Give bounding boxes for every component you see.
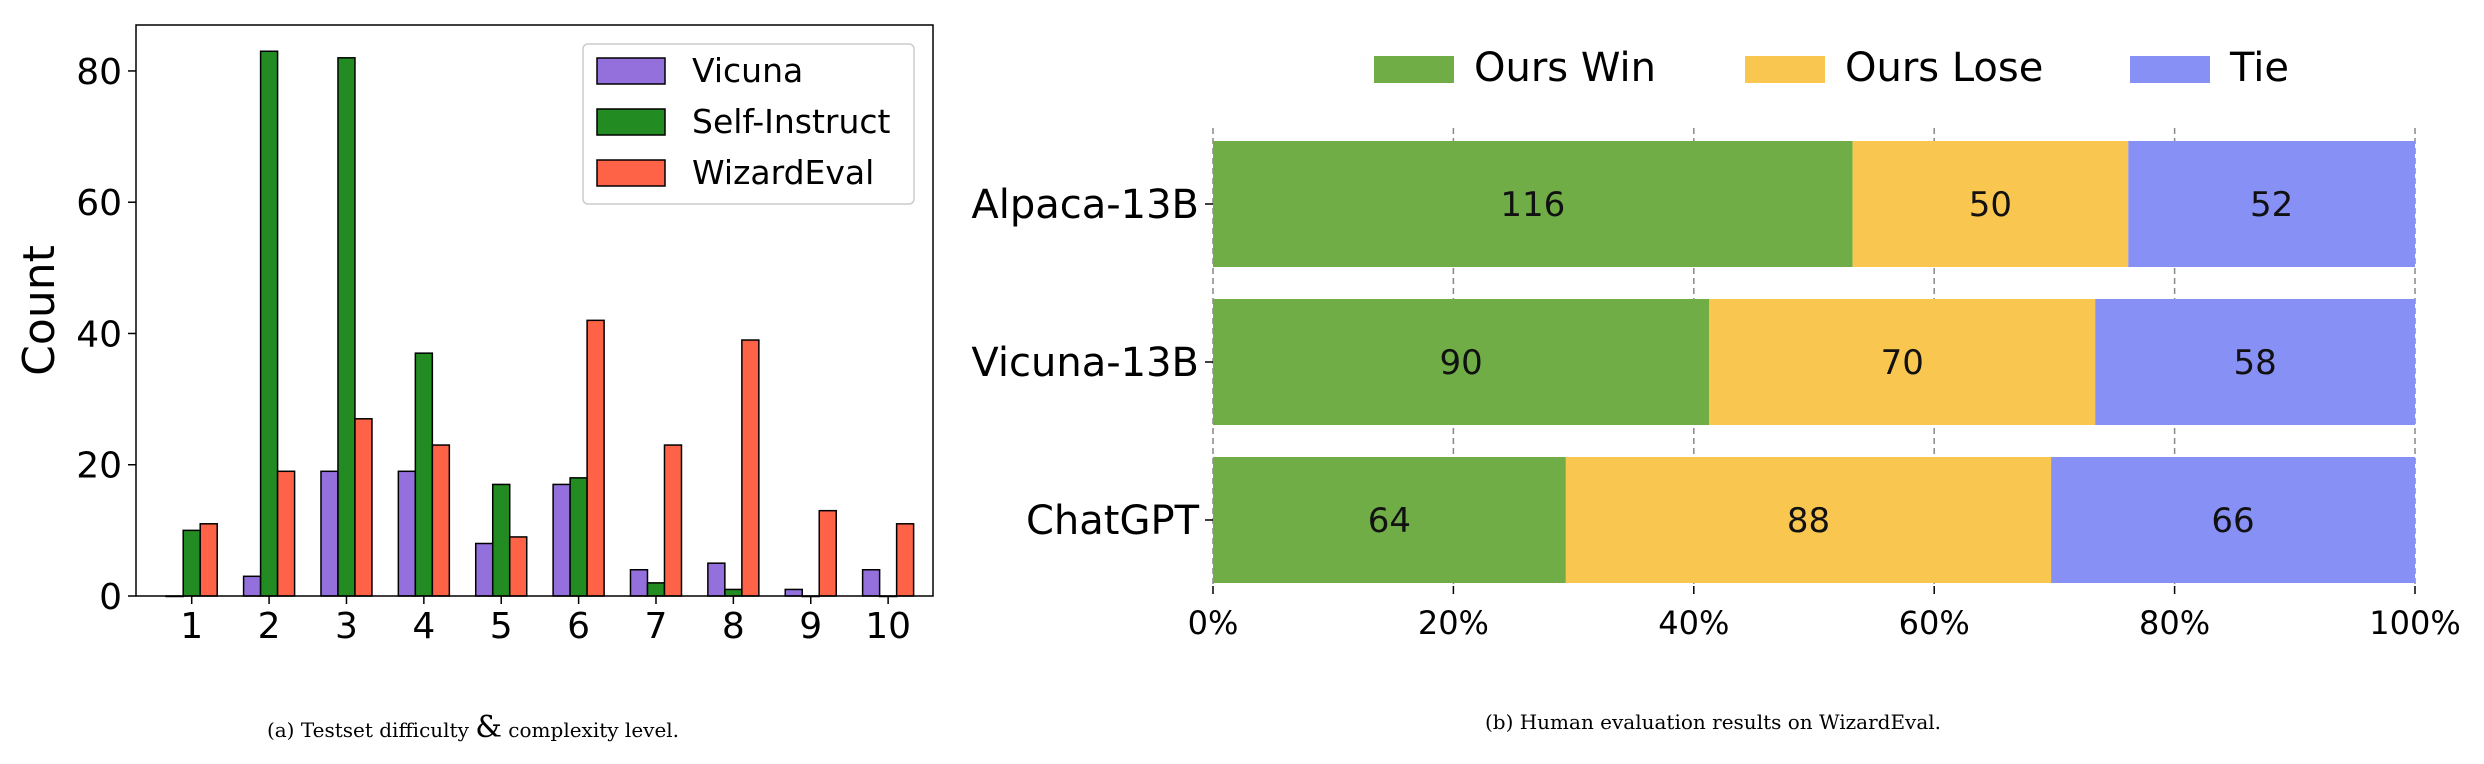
bar-self-instruct-5: [491, 483, 511, 597]
x-tick-label: 7: [645, 606, 668, 647]
bar-wizardeval-4: [431, 444, 451, 597]
bar-vicuna-10: [861, 568, 881, 597]
legend-swatch-tie: [2130, 56, 2210, 83]
legend-swatch-ours-win: [1374, 56, 1454, 83]
x-tick-label: 80%: [2139, 604, 2210, 642]
bar-vicuna-13b-tie: [2095, 299, 2415, 425]
bar-wizardeval-6: [586, 319, 605, 597]
legend-label-ours-lose: Ours Lose: [1845, 45, 2043, 91]
bar-chatgpt-tie: [2051, 457, 2415, 583]
plot-frame: [135, 24, 934, 597]
caption-a-prefix: (a) Testset difficulty: [266, 718, 476, 742]
bar-self-instruct-6: [569, 477, 588, 597]
bar-vicuna-6: [552, 483, 571, 597]
bar-vicuna-4: [397, 470, 417, 597]
y-tick-label: Vicuna-13B: [971, 340, 1199, 386]
data-label-chatgpt-tie: 66: [2211, 501, 2254, 541]
data-label-vicuna-13b-tie: 58: [2233, 343, 2276, 383]
bar-vicuna-13b-ours-win: [1213, 299, 1710, 425]
x-tick-label: 8: [722, 606, 745, 647]
x-tick-label: 9: [799, 606, 822, 647]
x-tick-label: 0%: [1188, 604, 1239, 642]
data-label-vicuna-13b-ours-lose: 70: [1881, 343, 1924, 383]
bar-wizardeval-9: [818, 509, 837, 597]
human-eval-chart: 116 50 52 Alpaca-13B 90 70 58 Vicuna-13B 64 88 66 C…: [971, 45, 2460, 642]
bar-vicuna-8: [707, 562, 726, 597]
legend-label-self-instruct: Self-Instruct: [692, 102, 891, 141]
bar-vicuna-9: [784, 588, 803, 597]
human-eval-chart-panel: 116 50 52 Alpaca-13B 90 70 58 Vicuna-13B 64 88 66 C…: [950, 0, 2484, 764]
x-tick-label: 5: [490, 606, 513, 647]
caption-a-amp: &: [475, 710, 502, 745]
x-tick-label: 1: [180, 606, 203, 647]
bar-self-instruct-7: [646, 582, 666, 597]
bar-wizardeval-5: [508, 536, 528, 597]
data-label-vicuna-13b-ours-win: 90: [1439, 343, 1482, 383]
data-label-alpaca-13b-tie: 52: [2250, 185, 2293, 225]
bar-vicuna-2: [242, 575, 262, 597]
bar-self-instruct-1: [182, 529, 201, 597]
bar-wizardeval-10: [895, 523, 915, 597]
x-tick-label: 4: [412, 606, 435, 647]
y-axis-label: Count: [14, 245, 65, 376]
legend-swatch-vicuna: [596, 57, 666, 85]
data-label-alpaca-13b-ours-win: 116: [1500, 185, 1565, 225]
bar-wizardeval-3: [354, 418, 373, 597]
bar-alpaca-13b-ours-win: [1213, 141, 1853, 267]
x-tick-label: 2: [258, 606, 281, 647]
data-label-alpaca-13b-ours-lose: 50: [1969, 185, 2012, 225]
bar-wizardeval-8: [741, 339, 760, 597]
x-tick-label: 100%: [2369, 604, 2460, 642]
bar-wizardeval-7: [663, 444, 683, 597]
y-tick-label: ChatGPT: [1026, 498, 1200, 544]
bar-self-instruct-3: [337, 57, 356, 597]
legend-label-wizardeval: WizardEval: [692, 153, 874, 192]
legend-swatch-self-instruct: [596, 108, 666, 136]
legend-label-ours-win: Ours Win: [1474, 45, 1656, 91]
x-tick-label: 10: [865, 606, 911, 647]
legend-swatch-wizardeval: [596, 159, 666, 187]
bar-self-instruct-2: [259, 50, 279, 597]
legend-swatch-ours-lose: [1745, 56, 1825, 83]
bar-vicuna-3: [320, 470, 339, 597]
caption-b: (b) Human evaluation results on WizardEv…: [1484, 710, 1942, 734]
y-tick-label: 40: [76, 314, 122, 355]
difficulty-chart: 0 20 40 60 80 1 2 3 4 5 6 7 8 9 10 Count Vicuna Self-Inst…: [14, 24, 934, 647]
y-tick-label: 20: [76, 446, 122, 487]
caption-a: (a) Testset difficulty & complexity leve…: [267, 710, 679, 745]
legend-label-tie: Tie: [2229, 45, 2289, 91]
bar-chatgpt-ours-win: [1213, 457, 1566, 583]
x-tick-label: 40%: [1658, 604, 1729, 642]
x-tick-label: 60%: [1899, 604, 1970, 642]
bar-vicuna-7: [629, 568, 649, 597]
x-tick-label: 6: [567, 606, 590, 647]
bar-alpaca-13b-ours-lose: [1852, 141, 2129, 267]
bar-vicuna-5: [474, 542, 494, 597]
data-label-chatgpt-ours-win: 64: [1368, 501, 1411, 541]
caption-a-suffix: complexity level.: [501, 718, 680, 742]
y-tick-label: 0: [99, 577, 122, 618]
bar-wizardeval-1: [199, 523, 218, 597]
bar-alpaca-13b-tie: [2128, 141, 2415, 267]
bar-self-instruct-4: [414, 352, 434, 597]
y-tick-label: Alpaca-13B: [971, 182, 1199, 228]
bar-self-instruct-8: [724, 588, 743, 597]
data-label-chatgpt-ours-lose: 88: [1787, 501, 1830, 541]
legend-label-vicuna: Vicuna: [692, 51, 803, 90]
bar-chatgpt-ours-lose: [1565, 457, 2052, 583]
x-tick-label: 20%: [1418, 604, 1489, 642]
x-tick-label: 3: [335, 606, 358, 647]
difficulty-chart-panel: 0 20 40 60 80 1 2 3 4 5 6 7 8 9 10 Count Vicuna Self-Inst…: [0, 0, 950, 764]
y-tick-label: 60: [76, 183, 122, 224]
bar-wizardeval-2: [276, 470, 296, 597]
y-tick-label: 80: [76, 52, 122, 93]
bar-vicuna-13b-ours-lose: [1709, 299, 2096, 425]
